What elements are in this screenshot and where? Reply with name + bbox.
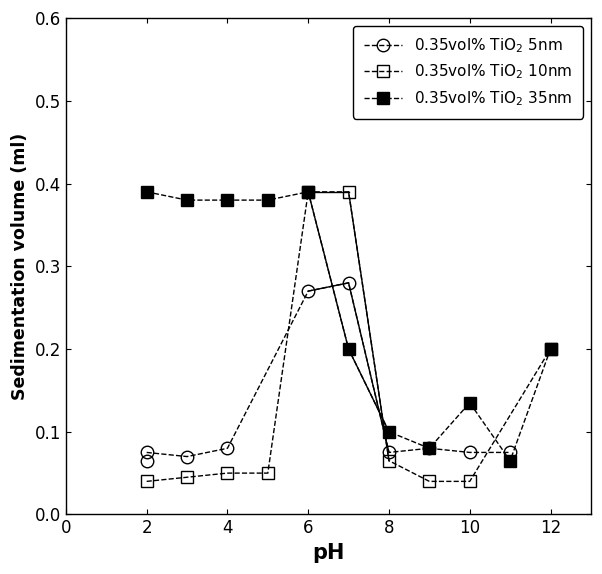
Line: 0.35vol% TiO$_2$ 35nm: 0.35vol% TiO$_2$ 35nm [140,185,557,467]
0.35vol% TiO$_2$ 35nm [426,445,433,452]
X-axis label: pH: pH [312,543,344,563]
0.35vol% TiO$_2$ 10nm [547,346,554,352]
0.35vol% TiO$_2$ 35nm [143,188,150,195]
0.35vol% TiO$_2$ 5nm [345,280,352,286]
0.35vol% TiO$_2$ 10nm [184,474,191,480]
0.35vol% TiO$_2$ 5nm [224,445,231,452]
0.35vol% TiO$_2$ 35nm [305,188,312,195]
0.35vol% TiO$_2$ 35nm [506,457,514,464]
0.35vol% TiO$_2$ 35nm [184,197,191,204]
0.35vol% TiO$_2$ 35nm [385,428,393,435]
0.35vol% TiO$_2$ 10nm [345,188,352,195]
0.35vol% TiO$_2$ 10nm [305,188,312,195]
0.35vol% TiO$_2$ 10nm [224,470,231,476]
Line: 0.35vol% TiO$_2$ 5nm: 0.35vol% TiO$_2$ 5nm [140,277,517,463]
0.35vol% TiO$_2$ 5nm [184,453,191,460]
0.35vol% TiO$_2$ 10nm [466,478,473,485]
Y-axis label: Sedimentation volume (ml): Sedimentation volume (ml) [11,133,29,400]
Line: 0.35vol% TiO$_2$ 10nm: 0.35vol% TiO$_2$ 10nm [140,185,557,488]
0.35vol% TiO$_2$ 35nm [264,197,272,204]
0.35vol% TiO$_2$ 10nm [385,457,393,464]
0.35vol% TiO$_2$ 5nm [506,449,514,456]
0.35vol% TiO$_2$ 35nm [547,346,554,352]
0.35vol% TiO$_2$ 10nm [143,478,150,485]
0.35vol% TiO$_2$ 35nm [345,346,352,352]
0.35vol% TiO$_2$ 35nm [224,197,231,204]
0.35vol% TiO$_2$ 5nm [466,449,473,456]
0.35vol% TiO$_2$ 10nm [264,470,272,476]
0.35vol% TiO$_2$ 35nm [466,400,473,406]
0.35vol% TiO$_2$ 5nm [143,449,150,456]
0.35vol% TiO$_2$ 5nm [305,288,312,294]
0.35vol% TiO$_2$ 10nm [426,478,433,485]
0.35vol% TiO$_2$ 5nm [426,445,433,452]
0.35vol% TiO$_2$ 5nm [385,449,393,456]
Legend: 0.35vol% TiO$_2$ 5nm, 0.35vol% TiO$_2$ 10nm, 0.35vol% TiO$_2$ 35nm: 0.35vol% TiO$_2$ 5nm, 0.35vol% TiO$_2$ 1… [353,26,583,118]
